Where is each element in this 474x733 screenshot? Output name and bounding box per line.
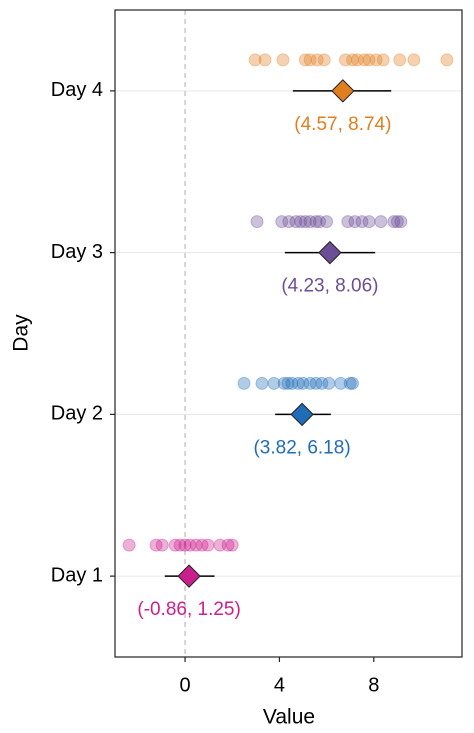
data-point [320,215,334,229]
y-tick-label: Day 3 [51,241,103,263]
data-point [149,538,163,552]
data-point [407,53,421,67]
mean-marker [177,564,201,588]
data-point [374,215,388,229]
x-axis-title: Value [263,706,315,729]
data-point [289,215,303,229]
data-point [294,215,308,229]
data-point [275,215,289,229]
data-point [393,53,407,67]
x-tick-label: 0 [179,674,190,696]
mean-marker [290,402,314,427]
data-point [267,376,281,390]
data-point [303,376,317,390]
data-point [341,215,355,229]
data-point [189,538,203,552]
data-point [281,376,295,390]
ci-label: (4.23, 8.06) [281,276,378,297]
data-point [348,215,362,229]
data-point [250,215,264,229]
data-point [298,53,312,67]
data-point [296,376,310,390]
data-point [369,53,383,67]
data-point [338,53,352,67]
data-point [355,215,369,229]
data-point [285,376,299,390]
data-point [334,376,348,390]
data-point [178,538,192,552]
data-point [346,376,360,390]
data-point [309,376,323,390]
data-point [394,215,408,229]
data-point [213,538,227,552]
data-point [317,53,331,67]
data-point [183,538,197,552]
data-point [237,376,251,390]
data-point [282,215,296,229]
ci-label: (4.57, 8.74) [294,114,391,135]
data-point [315,376,329,390]
data-point [376,53,390,67]
data-point [322,376,336,390]
x-tick-label: 8 [368,674,379,696]
data-point [173,538,187,552]
data-point [303,215,317,229]
data-point [277,376,291,390]
y-axis-title: Day [10,314,33,352]
data-point [155,538,169,552]
data-point [201,538,215,552]
data-point [362,215,376,229]
data-point [276,53,290,67]
data-point [343,376,357,390]
data-point [303,53,317,67]
data-point [258,53,272,67]
panel-border [114,9,463,658]
data-point [122,538,136,552]
data-point [346,53,360,67]
data-point [313,215,327,229]
x-tick-label: 4 [274,674,285,696]
data-point [195,538,209,552]
data-point [357,53,371,67]
data-point [221,538,235,552]
data-point [310,53,324,67]
data-point [362,53,376,67]
data-point [255,376,269,390]
data-point [387,215,401,229]
mean-marker [331,79,355,103]
data-point [291,376,305,390]
ci-label: (3.82, 6.18) [253,437,350,458]
data-point [248,53,262,67]
data-point [390,215,404,229]
y-tick-label: Day 2 [51,403,103,425]
mean-marker [318,240,342,265]
data-point [440,53,454,67]
data-point [225,538,239,552]
data-point [298,215,312,229]
ci-label: (-0.86, 1.25) [137,599,241,620]
data-point [168,538,182,552]
y-tick-label: Day 4 [51,79,103,101]
data-point [350,53,364,67]
y-tick-label: Day 1 [51,564,103,586]
data-point [309,215,323,229]
